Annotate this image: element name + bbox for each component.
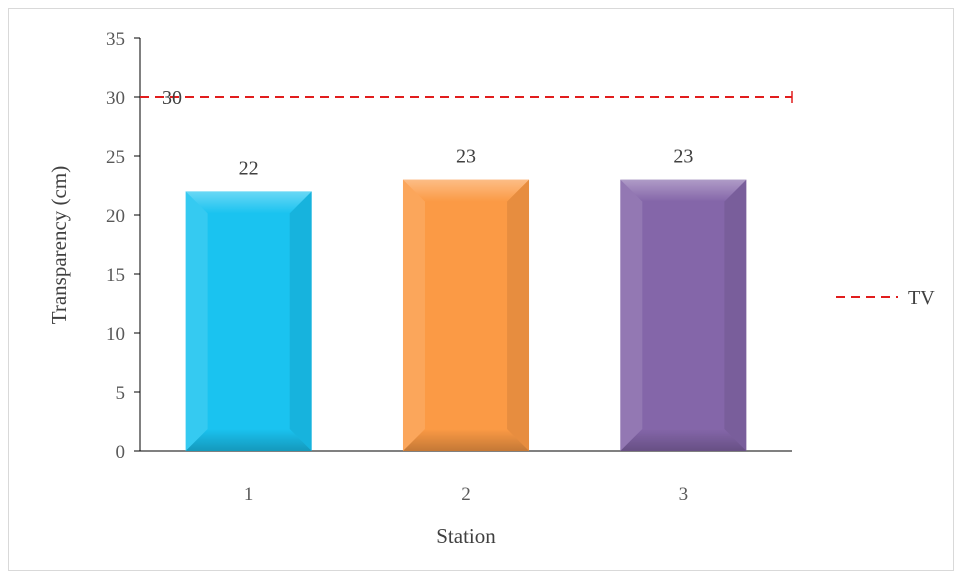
y-tick-label: 30 <box>106 88 125 109</box>
bar-bevel-bottom <box>402 429 530 451</box>
bar-bevel-left <box>185 191 208 451</box>
bar-bevel-top <box>620 179 747 202</box>
bar-bevel-bottom <box>620 429 747 451</box>
x-tick-label: 1 <box>244 484 254 505</box>
y-axis-title: Transparency (cm) <box>47 166 71 324</box>
bars: 22 23 23 <box>185 146 747 451</box>
bar-body <box>402 179 530 451</box>
bar-bevel-top <box>185 191 312 214</box>
bar-bevel-right <box>724 179 747 451</box>
bar-bevel-bottom <box>185 429 312 451</box>
y-tick-label: 35 <box>106 29 125 50</box>
reference-line-label: 30 <box>162 87 182 109</box>
y-tick-label: 10 <box>106 324 125 345</box>
bar-body <box>185 191 312 451</box>
bar-bevel-right <box>507 179 530 451</box>
y-tick-label: 15 <box>106 265 125 286</box>
x-axis-ticks: 1 2 3 <box>244 484 688 505</box>
bar-bevel-left <box>402 179 425 451</box>
legend-label-tv: TV <box>908 287 935 309</box>
x-axis-title: Station <box>436 524 496 548</box>
y-axis-ticks: 0 5 10 15 20 25 30 35 <box>106 29 140 463</box>
bar-bevel-top <box>402 179 530 202</box>
legend: TV <box>836 287 935 309</box>
y-tick-label: 5 <box>116 383 126 404</box>
bar-body <box>620 179 747 451</box>
y-tick-label: 20 <box>106 206 125 227</box>
x-tick-label: 3 <box>679 484 689 505</box>
bar-station-2: 23 <box>402 146 530 451</box>
bar-data-label: 23 <box>456 146 476 168</box>
x-tick-label: 2 <box>461 484 471 505</box>
bar-station-1: 22 <box>185 157 312 451</box>
bar-bevel-right <box>289 191 312 451</box>
bar-bevel-left <box>620 179 643 451</box>
y-tick-label: 0 <box>116 442 126 463</box>
reference-line-layer: 30 <box>140 87 793 109</box>
y-tick-label: 25 <box>106 147 125 168</box>
bar-data-label: 23 <box>673 146 693 168</box>
bar-station-3: 23 <box>620 146 747 451</box>
bar-data-label: 22 <box>239 157 259 179</box>
